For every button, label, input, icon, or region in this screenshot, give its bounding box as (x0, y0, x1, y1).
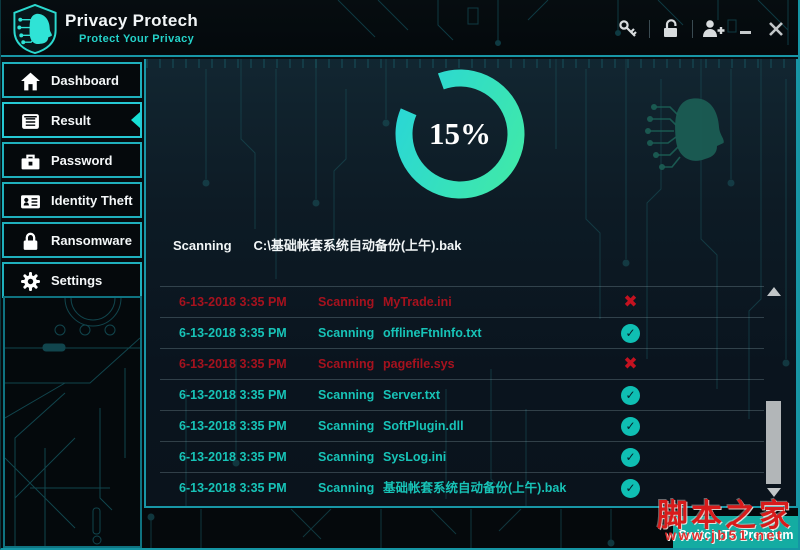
row-timestamp: 6-13-2018 3:35 PM (179, 450, 287, 464)
sidebar-item-ransomware[interactable]: Ransomware (2, 222, 142, 258)
row-filename: MyTrade.ini (383, 295, 452, 309)
close-button[interactable] (764, 17, 788, 41)
check-icon: ✓ (621, 417, 640, 436)
scan-results-table: 6-13-2018 3:35 PM Scanning MyTrade.ini ✖ 6-1… (160, 286, 764, 503)
table-row: 6-13-2018 3:35 PM Scanning SoftPlugin.dll ✓ (160, 410, 764, 441)
sidebar-item-label: Identity Theft (51, 192, 133, 208)
sidebar-item-identity-theft[interactable]: Identity Theft (2, 182, 142, 218)
sidebar-item-label: Dashboard (51, 72, 119, 88)
table-row: 6-13-2018 3:35 PM Scanning pagefile.sys ✖ (160, 348, 764, 379)
add-user-icon[interactable] (702, 17, 726, 41)
row-timestamp: 6-13-2018 3:35 PM (179, 295, 287, 309)
row-filename: SysLog.ini (383, 450, 447, 464)
check-icon: ✓ (621, 448, 640, 467)
title-bar: Privacy Protech Protect Your Privacy (1, 0, 798, 57)
icon-separator (692, 19, 693, 38)
row-timestamp: 6-13-2018 3:35 PM (179, 419, 287, 433)
sidebar-item-password[interactable]: Password (2, 142, 142, 178)
table-row: 6-13-2018 3:35 PM Scanning 基础帐套系统自动备份(上午).… (160, 472, 764, 503)
sidebar-item-label: Ransomware (51, 232, 132, 248)
scroll-up-arrow[interactable] (767, 287, 781, 296)
sidebar-item-label: Settings (51, 272, 103, 288)
unlock-icon[interactable] (659, 17, 683, 41)
table-row: 6-13-2018 3:35 PM Scanning MyTrade.ini ✖ (160, 286, 764, 317)
x-icon: ✖ (623, 354, 638, 373)
home-icon (20, 71, 41, 92)
id-card-icon (20, 191, 41, 212)
row-filename: Server.txt (383, 388, 440, 402)
switch-to-premium-button[interactable]: Switch To Premium (673, 516, 798, 548)
sidebar: Dashboard Result Password (1, 59, 144, 548)
row-action: Scanning (318, 295, 375, 309)
row-filename: SoftPlugin.dll (383, 419, 464, 433)
padlock-icon (20, 231, 41, 252)
table-row: 6-13-2018 3:35 PM Scanning SysLog.ini ✓ (160, 441, 764, 472)
sidebar-decor-panel (3, 296, 142, 548)
sidebar-item-label: Result (51, 112, 91, 128)
row-filename: pagefile.sys (383, 357, 455, 371)
row-timestamp: 6-13-2018 3:35 PM (179, 357, 287, 371)
row-filename: 基础帐套系统自动备份(上午).bak (383, 481, 567, 495)
table-row: 6-13-2018 3:35 PM Scanning offlineFtnInfo.… (160, 317, 764, 348)
row-action: Scanning (318, 419, 375, 433)
scroll-down-arrow[interactable] (767, 488, 781, 497)
sidebar-item-label: Password (51, 152, 113, 168)
row-timestamp: 6-13-2018 3:35 PM (179, 388, 287, 402)
row-filename: offlineFtnInfo.txt (383, 326, 482, 340)
key-icon[interactable] (616, 17, 640, 41)
scrollbar-thumb[interactable] (766, 401, 781, 484)
scanning-label: Scanning (173, 238, 232, 253)
row-action: Scanning (318, 481, 375, 495)
sidebar-item-settings[interactable]: Settings (2, 262, 142, 298)
scanning-status: Scanning C:\基础帐套系统自动备份(上午).bak (173, 235, 462, 254)
scanning-path: C:\基础帐套系统自动备份(上午).bak (253, 238, 462, 253)
row-action: Scanning (318, 450, 375, 464)
minimize-icon (739, 31, 751, 34)
circuit-head-graphic (645, 98, 724, 170)
row-timestamp: 6-13-2018 3:35 PM (179, 326, 287, 340)
check-icon: ✓ (621, 386, 640, 405)
row-action: Scanning (318, 326, 375, 340)
selected-item-arrow (131, 112, 140, 128)
titlebar-icons (616, 0, 788, 57)
gear-icon (20, 271, 41, 292)
row-timestamp: 6-13-2018 3:35 PM (179, 481, 287, 495)
progress-percent: 15% (429, 116, 491, 151)
row-action: Scanning (318, 388, 375, 402)
briefcase-icon (20, 151, 41, 172)
table-scrollbar (765, 285, 782, 501)
list-icon (20, 111, 41, 132)
icon-separator (649, 19, 650, 38)
app-tagline: Protect Your Privacy (79, 33, 195, 45)
check-icon: ✓ (621, 324, 640, 343)
app-title: Privacy Protech (65, 11, 199, 30)
row-action: Scanning (318, 357, 375, 371)
progress-ring (389, 63, 531, 205)
check-icon: ✓ (621, 479, 640, 498)
table-row: 6-13-2018 3:35 PM Scanning Server.txt ✓ (160, 379, 764, 410)
minimize-button[interactable] (735, 17, 755, 41)
sidebar-item-result[interactable]: Result (2, 102, 142, 138)
app-logo (10, 3, 60, 54)
x-icon: ✖ (623, 292, 638, 311)
sidebar-item-dashboard[interactable]: Dashboard (2, 62, 142, 98)
scan-result-panel: 15% Scanning C:\基础帐套系统自动备份(上午).bak 6-13-2… (144, 59, 798, 508)
